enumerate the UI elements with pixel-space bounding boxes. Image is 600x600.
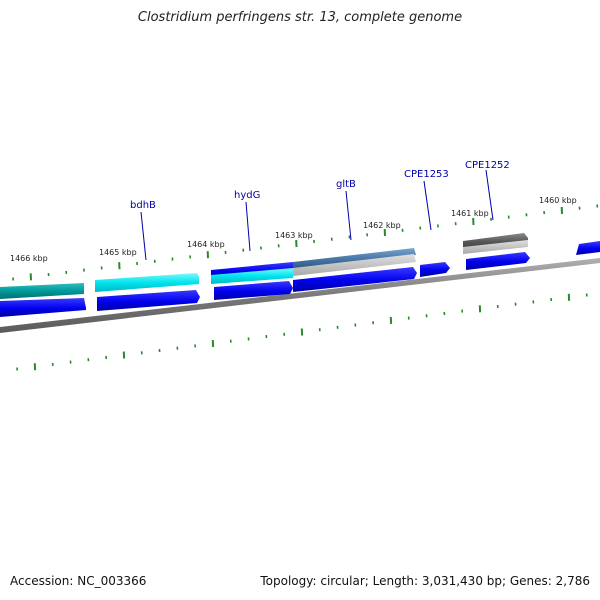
- scale-label-1463: 1463 kbp: [275, 231, 313, 240]
- footer-genome-info: Topology: circular; Length: 3,031,430 bp…: [260, 574, 590, 588]
- scale-label-1464: 1464 kbp: [187, 240, 225, 249]
- inner-tick-marks: [16, 293, 588, 371]
- scale-label-1461: 1461 kbp: [451, 209, 489, 218]
- gene-arrow-gltB-part[interactable]: [293, 254, 416, 276]
- gene-labels: bdhB hydG gltB CPE1253 CPE1252: [130, 160, 510, 261]
- gene-arrow[interactable]: [466, 252, 530, 270]
- label-leader-hydG: [245, 201, 251, 252]
- gene-label-hydG[interactable]: hydG: [234, 190, 260, 201]
- gene-arrow-hydG-part[interactable]: [211, 268, 293, 284]
- gene-arrow-cyan[interactable]: [95, 273, 199, 292]
- gene-arrow-CPE1252-shadow[interactable]: [463, 240, 528, 254]
- gene-arrow-gltB[interactable]: [293, 248, 416, 269]
- gene-arrow[interactable]: [214, 281, 293, 300]
- gene-arrow[interactable]: [576, 241, 600, 255]
- scale-label-1465: 1465 kbp: [99, 248, 137, 257]
- lower-gene-row: [0, 241, 600, 317]
- outer-tick-marks: [12, 204, 599, 281]
- gene-label-gltB[interactable]: gltB: [336, 179, 356, 190]
- scale-label-1462: 1462 kbp: [363, 221, 401, 230]
- gene-arrow-teal[interactable]: [0, 283, 84, 299]
- upper-gene-row: [0, 233, 528, 299]
- scale-label-1466: 1466 kbp: [10, 254, 48, 263]
- gene-label-CPE1252[interactable]: CPE1252: [465, 160, 510, 171]
- gene-arrow[interactable]: [293, 267, 417, 292]
- label-leader-CPE1253: [423, 180, 432, 231]
- label-leader-gltB: [345, 190, 352, 241]
- gene-arrow[interactable]: [97, 290, 200, 311]
- scale-label-1460: 1460 kbp: [539, 196, 577, 205]
- gene-label-bdhB[interactable]: bdhB: [130, 200, 156, 211]
- chromosome-backbone: [0, 258, 600, 333]
- scale-labels: 1466 kbp 1465 kbp 1464 kbp 1463 kbp 1462…: [10, 196, 577, 263]
- footer-accession: Accession: NC_003366: [10, 574, 147, 588]
- gene-label-CPE1253[interactable]: CPE1253: [404, 169, 449, 180]
- gene-arrow[interactable]: [420, 262, 450, 277]
- label-leader-CPE1252: [485, 169, 494, 221]
- map-title: Clostridium perfringens str. 13, complet…: [137, 10, 463, 25]
- label-leader-bdhB: [140, 211, 147, 261]
- gene-arrow[interactable]: [0, 298, 86, 317]
